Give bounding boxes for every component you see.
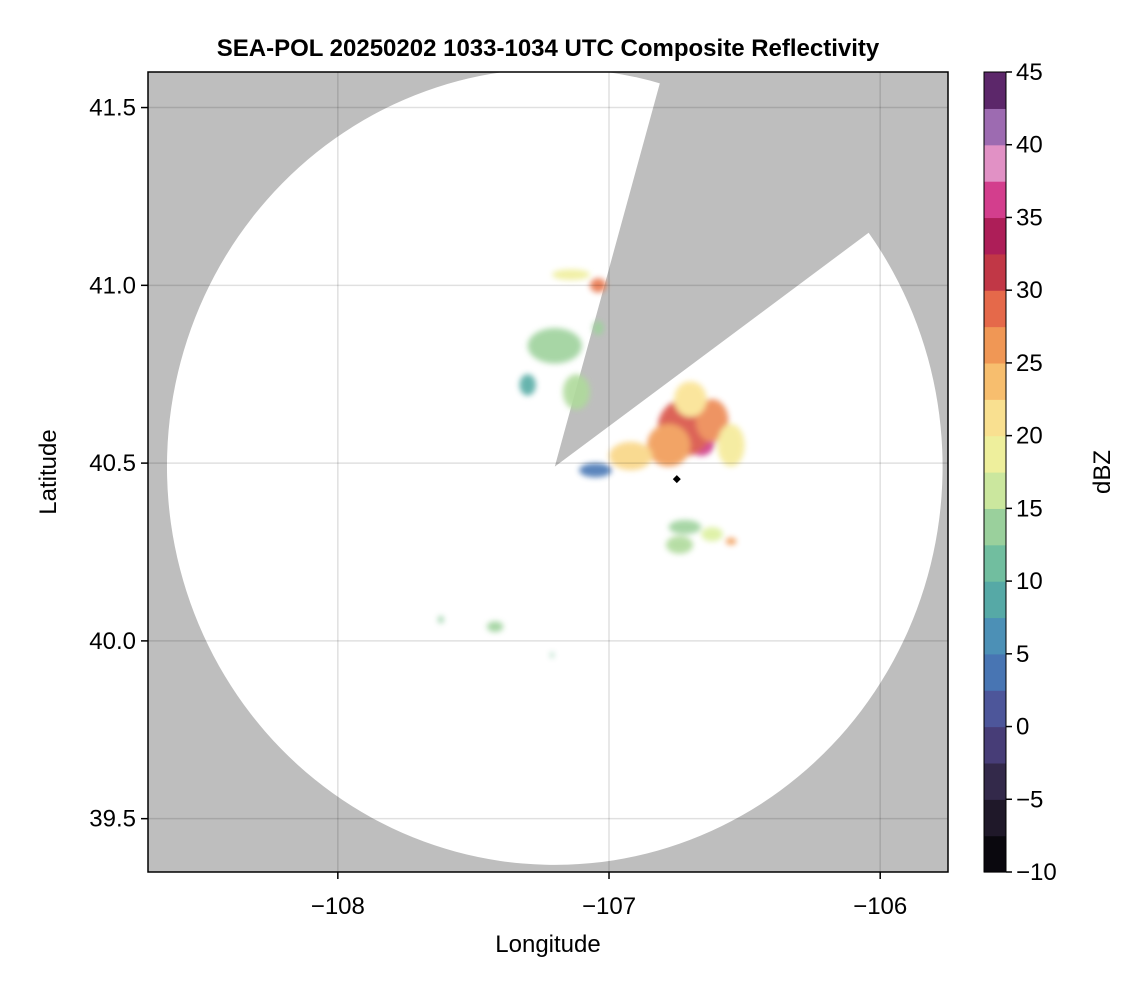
colorbar-bin xyxy=(984,653,1006,691)
x-tick-label: −108 xyxy=(311,893,365,920)
colorbar-tick-label: 35 xyxy=(1016,204,1043,231)
colorbar xyxy=(984,72,1006,873)
echo-cell xyxy=(550,652,554,658)
plot-frame xyxy=(147,71,949,873)
colorbar-frame xyxy=(983,71,1007,873)
colorbar-bin xyxy=(984,399,1006,437)
radar-coverage xyxy=(167,72,943,865)
colorbar-bin xyxy=(984,290,1006,328)
colorbar-bin xyxy=(984,581,1006,619)
y-tick-label: 41.5 xyxy=(89,95,136,122)
echo-cell xyxy=(695,399,729,442)
echo-cell xyxy=(562,374,591,410)
echo-cell xyxy=(579,463,612,478)
marker-diamond xyxy=(672,475,681,484)
echo-cell xyxy=(646,424,691,467)
x-tick-label: −106 xyxy=(853,893,907,920)
colorbar-bin xyxy=(984,835,1006,873)
colorbar-bin xyxy=(984,108,1006,146)
echo-cell xyxy=(527,328,582,364)
colorbar-tick-label: 15 xyxy=(1016,495,1043,522)
echo-cell xyxy=(665,536,694,554)
y-axis: 39.5 40.0 40.5 41.0 41.5 xyxy=(89,95,148,833)
colorbar-tick-label: 10 xyxy=(1016,568,1043,595)
echo-cell xyxy=(674,381,707,417)
echo-cell xyxy=(725,537,737,545)
colorbar-tick-label: 45 xyxy=(1016,59,1043,86)
colorbar-bin xyxy=(984,762,1006,800)
colorbar-bin xyxy=(984,435,1006,473)
colorbar-bin xyxy=(984,362,1006,400)
colorbar-bin xyxy=(984,72,1006,109)
grid-lines xyxy=(148,72,948,872)
colorbar-bin xyxy=(984,472,1006,509)
colorbar-bin xyxy=(984,617,1006,655)
echo-cell xyxy=(438,616,444,624)
echo-cell xyxy=(592,320,604,336)
echo-cell xyxy=(668,520,702,535)
colorbar-tick-label: 5 xyxy=(1016,641,1029,668)
echo-cell xyxy=(552,269,591,280)
colorbar-tick-label: 20 xyxy=(1016,423,1043,450)
y-tick-label: 39.5 xyxy=(89,806,136,833)
y-axis-label: Latitude xyxy=(35,429,62,514)
y-tick-label: 40.0 xyxy=(89,628,136,655)
colorbar-tick-label: 0 xyxy=(1016,714,1029,741)
colorbar-bin xyxy=(984,253,1006,291)
colorbar-bin xyxy=(984,544,1006,582)
colorbar-bin xyxy=(984,144,1006,182)
colorbar-label: dBZ xyxy=(1089,450,1116,494)
echo-cell xyxy=(486,621,504,633)
echo-cell xyxy=(701,527,723,542)
colorbar-bin xyxy=(984,326,1006,364)
x-axis-label: Longitude xyxy=(495,931,600,958)
echo-cell xyxy=(609,441,653,471)
x-axis: −108 −107 −106 xyxy=(311,872,907,920)
colorbar-bin xyxy=(984,217,1006,255)
colorbar-bin xyxy=(984,726,1006,764)
chart-title: SEA-POL 20250202 1033-1034 UTC Composite… xyxy=(217,35,880,62)
echo-cell xyxy=(519,374,536,396)
colorbar-bin xyxy=(984,799,1006,837)
colorbar-tick-label: −10 xyxy=(1016,859,1057,886)
reflectivity-echoes xyxy=(438,269,745,658)
colorbar-tick-label: 25 xyxy=(1016,350,1043,377)
y-tick-label: 41.0 xyxy=(89,272,136,299)
colorbar-bin xyxy=(984,508,1006,546)
colorbar-bin xyxy=(984,690,1006,728)
echo-cell xyxy=(717,424,745,467)
y-tick-label: 40.5 xyxy=(89,450,136,477)
colorbar-ticks: −10 −5 0 5 10 15 20 25 30 35 40 45 xyxy=(1006,59,1057,886)
colorbar-tick-label: 40 xyxy=(1016,132,1043,159)
x-tick-label: −107 xyxy=(582,893,636,920)
colorbar-tick-label: 30 xyxy=(1016,277,1043,304)
echo-cell xyxy=(590,278,607,293)
colorbar-tick-label: −5 xyxy=(1016,786,1043,813)
colorbar-bin xyxy=(984,181,1006,219)
